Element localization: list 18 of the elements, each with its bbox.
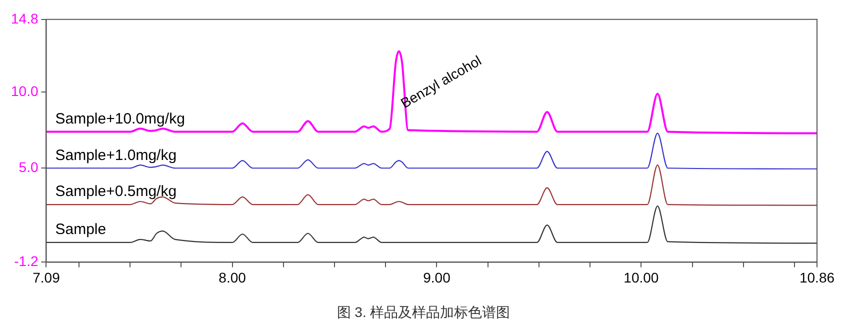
x-tick-label: 10.00 — [624, 269, 659, 286]
series-label: Sample+0.5mg/kg — [55, 183, 177, 200]
x-tick-label: 9.00 — [423, 269, 451, 286]
line-series — [46, 164, 817, 206]
y-tick-label: -1.2 — [14, 253, 38, 270]
y-tick-label: 5.0 — [18, 158, 38, 175]
series-label: Sample+1.0mg/kg — [55, 146, 177, 164]
x-tick-label: 8.00 — [218, 269, 246, 286]
x-tick-label: 7.09 — [32, 269, 60, 286]
y-tick-label: 14.8 — [11, 10, 38, 26]
y-tick-label: 10.0 — [11, 83, 38, 100]
line-series — [46, 50, 817, 134]
series-label: Sample — [55, 221, 106, 238]
x-tick-label: 10.86 — [799, 269, 835, 286]
line-series — [46, 206, 817, 244]
caption: 图 3. 样品及样品加标色谱图 — [336, 304, 512, 322]
line-series — [46, 132, 817, 170]
series-label: Sample+10.0mg/kg — [55, 110, 185, 128]
